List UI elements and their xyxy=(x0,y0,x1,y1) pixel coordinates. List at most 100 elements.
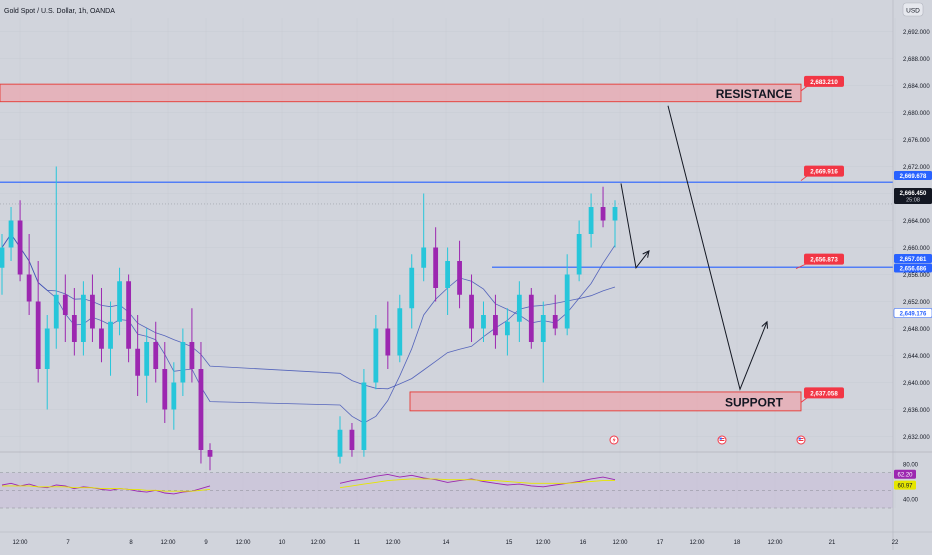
candle-body xyxy=(445,261,451,288)
candle-body xyxy=(8,220,14,248)
candle-body xyxy=(207,450,213,457)
y-tick-label: 2,684.000 xyxy=(903,84,930,90)
candle-body xyxy=(53,294,59,329)
candle-body xyxy=(576,234,582,275)
candle-body xyxy=(457,261,462,295)
resistance-zone[interactable] xyxy=(0,83,802,103)
y-tick-label: 2,672.000 xyxy=(903,165,930,171)
candle-body xyxy=(600,207,606,221)
candle-body xyxy=(153,342,159,369)
zones-layer: RESISTANCE SUPPORT xyxy=(0,83,802,412)
x-tick-label: 12:00 xyxy=(767,540,783,546)
candle-body xyxy=(26,274,32,302)
x-tick-label: 11 xyxy=(354,540,361,546)
currency-label: USD xyxy=(906,8,920,15)
candle-body xyxy=(564,274,570,329)
candle-body xyxy=(144,342,150,376)
x-tick-label: 12:00 xyxy=(535,540,551,546)
candle-body xyxy=(108,321,113,349)
candle-body xyxy=(117,281,122,322)
candle-body xyxy=(0,247,5,268)
y-tick-label: 2,680.000 xyxy=(903,111,930,117)
support-zone[interactable] xyxy=(409,391,802,412)
candle-body xyxy=(504,321,510,336)
x-tick-label: 12:00 xyxy=(612,540,628,546)
rsi-tick-label: 40.00 xyxy=(903,498,919,504)
candle-body xyxy=(162,369,168,410)
candle-body xyxy=(337,429,343,457)
x-tick-label: 17 xyxy=(657,540,664,546)
level-label-box[interactable] xyxy=(804,253,844,265)
candle-body xyxy=(421,247,427,268)
x-tick-label: 12:00 xyxy=(160,540,176,546)
rsi-badge-text: 60.97 xyxy=(897,484,913,490)
candle-body xyxy=(349,429,355,450)
x-tick-label: 12:00 xyxy=(310,540,326,546)
rsi-panel: 62.20 60.97 xyxy=(0,451,932,509)
candle-body xyxy=(481,315,486,329)
rsi-badge-text: 62.20 xyxy=(897,473,913,479)
candle-body xyxy=(198,369,204,450)
x-tick-label: 12:00 xyxy=(385,540,401,546)
labels-layer: 2,683.210 2,669.916 2,656.873 2,637.058 2,66… xyxy=(795,75,932,403)
event-icon-us-flag-1[interactable] xyxy=(717,435,727,445)
level-label-text: 2,669.916 xyxy=(810,169,838,176)
candle-body xyxy=(540,315,546,342)
candle-body xyxy=(397,308,403,356)
candle-body xyxy=(90,294,95,329)
y-tick-label: 2,660.000 xyxy=(903,246,930,252)
projection-layer xyxy=(620,105,768,391)
short-term-projection[interactable] xyxy=(620,183,650,270)
level-label-box[interactable] xyxy=(804,75,844,87)
y-tick-label: 2,656.000 xyxy=(903,273,930,279)
x-tick-label: 12:00 xyxy=(235,540,251,546)
candle-body xyxy=(171,382,177,410)
rsi-badge xyxy=(894,469,916,479)
candle-body xyxy=(35,301,41,369)
y-tick-label: 2,636.000 xyxy=(903,408,930,414)
level-label-box[interactable] xyxy=(804,165,844,177)
candle-body xyxy=(409,267,415,309)
candle-body xyxy=(469,294,474,329)
level-label-text: 2,683.210 xyxy=(810,79,838,86)
resistance-zone-label: RESISTANCE xyxy=(716,87,792,101)
price-badge-text: 2,649.176 xyxy=(900,311,927,317)
event-icon-lightning[interactable] xyxy=(609,435,619,445)
chart-title: Gold Spot / U.S. Dollar, 1h, OANDA xyxy=(4,8,115,15)
y-tick-label: 2,676.000 xyxy=(903,138,930,144)
x-tick-label: 18 xyxy=(734,540,741,546)
x-tick-label: 9 xyxy=(204,540,208,546)
candle-body xyxy=(135,348,141,376)
candle-body xyxy=(62,294,68,315)
level-label-text: 2,637.058 xyxy=(810,390,838,397)
x-tick-label: 10 xyxy=(279,540,286,546)
x-tick-label: 22 xyxy=(892,540,899,546)
price-lines-layer xyxy=(0,181,893,268)
currency-button[interactable] xyxy=(902,2,924,17)
price-badge-text: 2,656.686 xyxy=(900,266,927,272)
level-label-box[interactable] xyxy=(804,387,844,399)
price-badge xyxy=(893,308,932,318)
candle-body xyxy=(71,315,77,342)
event-icon-us-flag-2[interactable] xyxy=(796,435,806,445)
candle-body xyxy=(126,281,132,349)
candle-body xyxy=(80,294,86,342)
candle-body xyxy=(189,342,195,369)
candle-body xyxy=(493,315,498,336)
candle-body xyxy=(180,342,186,383)
candle-body xyxy=(588,207,594,234)
candle-body xyxy=(516,294,522,322)
rsi-badge xyxy=(894,480,916,490)
price-badge xyxy=(894,254,932,263)
candle-body xyxy=(528,294,534,342)
candles-layer xyxy=(0,166,618,471)
price-badge xyxy=(894,188,932,204)
rsi-tick-label: 80.00 xyxy=(903,462,919,468)
candle-body xyxy=(433,247,439,288)
x-tick-label: 21 xyxy=(829,540,836,546)
candle-body xyxy=(361,382,367,450)
main-projection[interactable] xyxy=(667,105,768,391)
